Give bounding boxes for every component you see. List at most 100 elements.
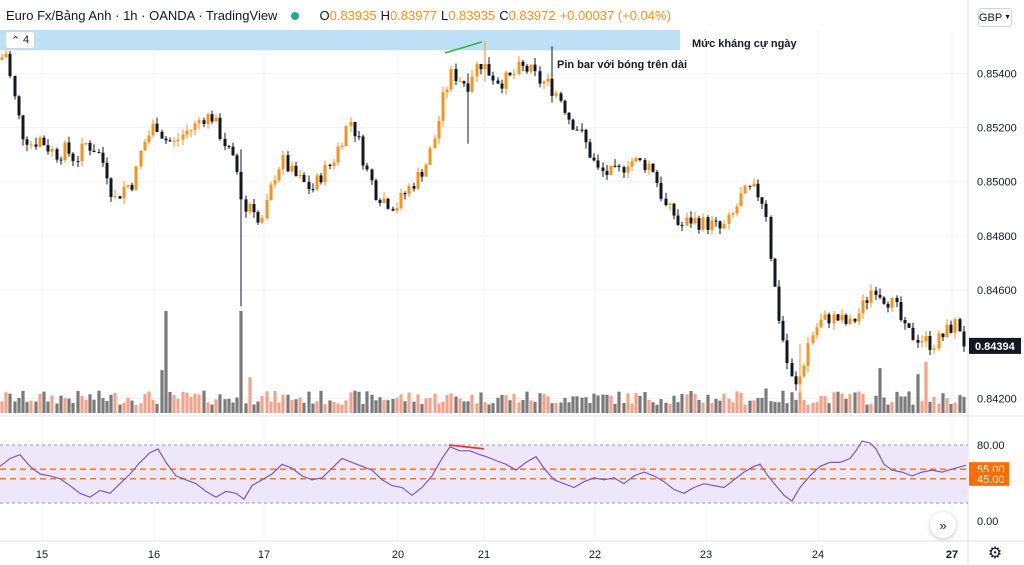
- volume-bar: [840, 393, 844, 413]
- volume-bar: [281, 394, 285, 413]
- volume-bar: [344, 400, 348, 413]
- rsi-tick-label: 0.00: [977, 516, 998, 528]
- volume-bar: [42, 391, 46, 413]
- candle-body: [622, 167, 626, 173]
- volume-bar: [487, 404, 491, 413]
- volume-bar: [857, 391, 861, 413]
- volume-bar: [449, 393, 453, 413]
- candle-body: [554, 93, 558, 96]
- current-price-box: [969, 337, 1021, 354]
- candle-body: [126, 185, 130, 187]
- volume-bar: [378, 397, 382, 413]
- volume-bar: [433, 393, 437, 413]
- candle-body: [781, 320, 785, 341]
- volume-bar: [764, 388, 768, 413]
- candle-body: [916, 339, 920, 343]
- candle-body: [97, 152, 101, 154]
- volume-bar: [428, 397, 432, 413]
- candle-body: [302, 174, 306, 182]
- candle-body: [496, 80, 500, 84]
- indicator-collapse-button[interactable]: ⌃ 4: [5, 31, 35, 49]
- candle-body: [928, 335, 932, 350]
- volume-bar: [634, 393, 638, 413]
- candle-body: [874, 290, 878, 295]
- volume-bar: [928, 401, 932, 413]
- candle-body: [134, 166, 138, 190]
- volume-bar: [113, 392, 117, 413]
- scroll-to-realtime-button[interactable]: »: [930, 512, 956, 538]
- candle-body: [151, 123, 155, 136]
- candle-body: [147, 135, 151, 143]
- candle-body: [38, 137, 42, 147]
- candle-body: [895, 297, 899, 303]
- candle-body: [806, 343, 810, 366]
- rsi-line: [0, 440, 967, 502]
- symbol-title[interactable]: Euro Fx/Bảng Anh · 1h · OANDA · TradingV…: [6, 8, 278, 23]
- candle-body: [613, 165, 617, 167]
- volume-bar: [206, 402, 210, 413]
- volume-bar: [357, 391, 361, 413]
- volume-bar: [63, 397, 67, 413]
- candle-body: [647, 163, 651, 170]
- volume-bar: [596, 395, 600, 413]
- candle-body: [701, 217, 705, 230]
- candle-body: [143, 142, 147, 151]
- volume-bar: [937, 403, 941, 413]
- current-price-label: 0.84394: [975, 341, 1016, 353]
- candle-body: [252, 203, 256, 213]
- volume-bar: [227, 398, 231, 413]
- candle-body: [374, 180, 378, 200]
- candle-body: [634, 158, 638, 162]
- volume-bar: [185, 392, 189, 413]
- volume-bar: [214, 399, 218, 413]
- volume-bar: [920, 401, 924, 413]
- high-label: H: [380, 8, 390, 23]
- candle-body: [84, 142, 88, 144]
- candle-body: [878, 294, 882, 298]
- volume-bar: [34, 401, 38, 413]
- volume-bar: [731, 402, 735, 413]
- candle-body: [315, 175, 319, 190]
- candle-body: [483, 64, 487, 70]
- candle-body: [172, 140, 176, 142]
- candle-body: [651, 163, 655, 172]
- volume-bar: [361, 403, 365, 413]
- volume-bar: [559, 402, 563, 413]
- settings-button[interactable]: ⚙: [985, 543, 1005, 563]
- candle-body: [76, 161, 80, 163]
- candle-body: [680, 224, 684, 226]
- volume-bar: [294, 399, 298, 413]
- rsi-tick-label: 80.00: [977, 440, 1005, 452]
- candle-body: [344, 125, 348, 147]
- volume-bar: [869, 403, 873, 413]
- candle-body: [370, 169, 374, 181]
- volume-bar: [374, 400, 378, 413]
- candle-body: [239, 171, 243, 200]
- currency-selector[interactable]: GBP ▼: [978, 8, 1012, 27]
- volume-bar: [819, 395, 823, 413]
- volume-bar: [911, 404, 915, 413]
- volume-bar: [760, 397, 764, 413]
- volume-bar: [550, 403, 554, 413]
- volume-bar: [949, 403, 953, 413]
- candle-body: [487, 64, 491, 76]
- volume-bar: [176, 398, 180, 413]
- volume-bar: [890, 401, 894, 413]
- volume-bar: [353, 390, 357, 413]
- volume-bar: [454, 396, 458, 413]
- volume-bar: [546, 396, 550, 413]
- time-tick-label: 24: [812, 549, 824, 561]
- volume-bar: [895, 391, 899, 413]
- candle-body: [420, 172, 424, 177]
- volume-bar: [365, 391, 369, 413]
- candle-body: [88, 142, 92, 151]
- volume-bar: [25, 402, 29, 413]
- candle-body: [890, 297, 894, 308]
- volume-bar: [168, 392, 172, 413]
- volume-bar: [323, 404, 327, 413]
- candle-body: [470, 76, 474, 92]
- candle-body: [202, 120, 206, 124]
- close-value: 0.83972: [508, 8, 556, 23]
- volume-bar: [806, 404, 810, 413]
